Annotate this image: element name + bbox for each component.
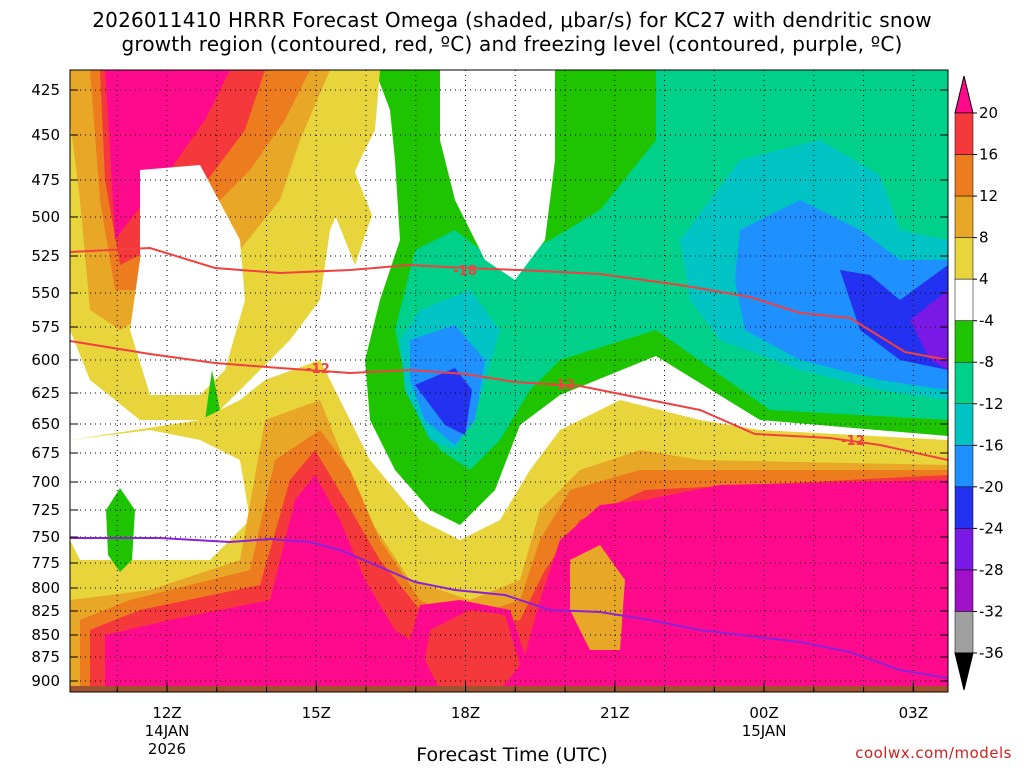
x-tick-label: 03Z <box>899 704 928 722</box>
y-tick-label: 850 <box>31 626 60 644</box>
colorbar-swatch <box>954 569 974 612</box>
dgz-minus18-line <box>70 246 948 361</box>
plot-area: -18 -12 -12 -12 <box>70 70 948 692</box>
y-tick-label: 500 <box>31 208 60 226</box>
colorbar-swatch <box>954 112 974 155</box>
colorbar-top-arrow <box>954 75 974 114</box>
colorbar-label: 16 <box>979 146 998 164</box>
omega-yellow-spot <box>335 160 372 265</box>
contour-label: -12 <box>306 362 330 377</box>
y-tick-label: 725 <box>31 501 60 519</box>
x-tick-label: 00Z <box>749 704 778 722</box>
colorbar-swatch <box>954 486 974 529</box>
colorbar-swatch <box>954 445 974 488</box>
omega-navy-region <box>415 368 472 435</box>
x-tick-label: 21Z <box>600 704 629 722</box>
y-tick-label: 900 <box>31 672 60 690</box>
colorbar-label: -4 <box>979 312 994 330</box>
y-axis: 425 450 475 500 525 550 575 600 625 650 675 700 725 7… <box>31 81 948 690</box>
contour-label: -12 <box>551 378 575 393</box>
x-tick-sublabel: 14JAN <box>145 722 190 740</box>
y-tick-label: 775 <box>31 554 60 572</box>
y-tick-label: 550 <box>31 284 60 302</box>
colorbar-label: -12 <box>979 395 1004 413</box>
y-tick-label: 450 <box>31 126 60 144</box>
colorbar-swatch <box>954 403 974 446</box>
y-tick-label: 625 <box>31 384 60 402</box>
colorbar-label: -32 <box>979 602 1004 620</box>
colorbar-label: 4 <box>979 270 989 288</box>
colorbar-swatch <box>954 361 974 405</box>
omega-purple-region <box>910 290 948 370</box>
chart-title-line1: 2026011410 HRRR Forecast Omega (shaded, … <box>92 8 932 32</box>
omega-gold-pocket-lower <box>570 545 625 650</box>
grid <box>70 70 948 692</box>
colorbar-label: -24 <box>979 519 1004 537</box>
x-tick-sublabel: 2026 <box>148 740 186 758</box>
colorbar-swatch <box>954 195 974 238</box>
colorbar-swatch <box>954 237 974 280</box>
contour-label: -12 <box>841 434 865 449</box>
colorbar-label: -8 <box>979 353 994 371</box>
y-tick-label: 875 <box>31 648 60 666</box>
y-tick-label: 750 <box>31 528 60 546</box>
x-tick-label: 15Z <box>302 704 331 722</box>
dgz-minus12-line <box>70 340 948 461</box>
colorbar-label: -36 <box>979 644 1004 662</box>
colorbar-swatch <box>954 154 974 197</box>
colorbar-label: -16 <box>979 436 1004 454</box>
chart-title-line2: growth region (contoured, red, ºC) and f… <box>121 32 903 56</box>
credit-link[interactable]: coolwx.com/models <box>855 744 1012 762</box>
ground-strip <box>70 686 948 692</box>
colorbar-label: 8 <box>979 229 989 247</box>
omega-green-spot-b <box>106 488 135 572</box>
colorbar-swatch <box>954 611 974 654</box>
colorbar-bottom-arrow <box>954 652 974 691</box>
y-tick-label: 575 <box>31 318 60 336</box>
colorbar-swatch <box>954 278 974 321</box>
x-tick-label: 18Z <box>451 704 480 722</box>
omega-white-pocket <box>440 70 555 280</box>
y-tick-label: 825 <box>31 602 60 620</box>
contour-labels: -18 -12 -12 -12 <box>306 264 865 449</box>
y-tick-label: 700 <box>31 473 60 491</box>
contour-label: -18 <box>453 264 477 279</box>
colorbar-label: 20 <box>979 104 998 122</box>
y-tick-label: 525 <box>31 247 60 265</box>
y-tick-label: 650 <box>31 415 60 433</box>
colorbar-swatch <box>954 528 974 571</box>
x-axis-title: Forecast Time (UTC) <box>416 744 608 766</box>
omega-white-left <box>130 165 245 395</box>
colorbar: 20 16 12 8 4 -4 -8 -12 -16 -20 -24 -28 -32 -36 <box>954 75 1004 691</box>
omega-magenta-region-lower <box>105 475 948 692</box>
x-tick-label: 12Z <box>152 704 181 722</box>
colorbar-label: 12 <box>979 187 998 205</box>
omega-red-pocket-lower <box>425 610 520 690</box>
y-tick-label: 475 <box>31 171 60 189</box>
y-tick-label: 800 <box>31 579 60 597</box>
colorbar-label: -20 <box>979 478 1004 496</box>
plot-frame <box>69 69 949 693</box>
y-tick-label: 600 <box>31 351 60 369</box>
x-tick-sublabel: 15JAN <box>742 722 787 740</box>
y-tick-label: 425 <box>31 81 60 99</box>
freezing-level-line <box>70 537 948 679</box>
colorbar-swatch <box>954 320 974 363</box>
colorbar-label: -28 <box>979 561 1004 579</box>
y-tick-label: 675 <box>31 444 60 462</box>
omega-navy-region-right <box>840 265 948 370</box>
